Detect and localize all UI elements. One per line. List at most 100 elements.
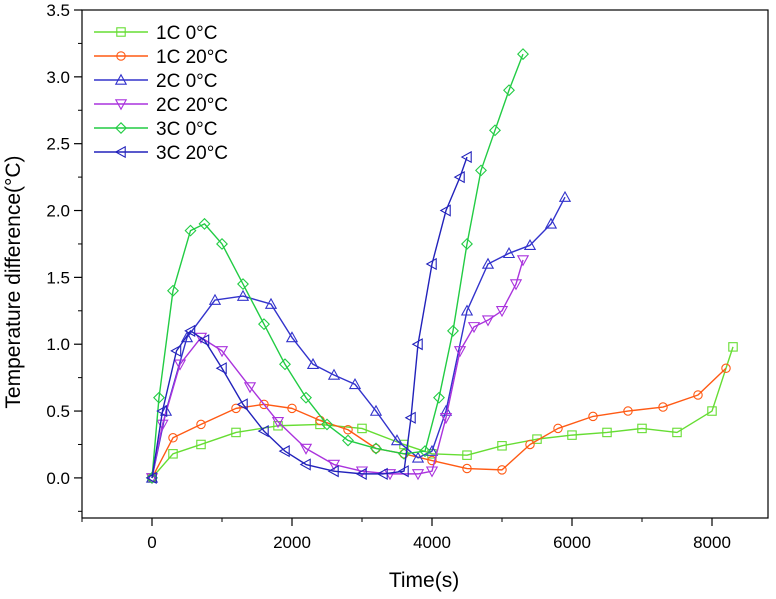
series-point <box>433 391 445 404</box>
series-point <box>707 406 717 416</box>
legend-entry: 2C 0°C <box>94 71 217 92</box>
legend-entry: 1C 0°C <box>94 23 217 44</box>
series-point <box>196 419 206 430</box>
series-point <box>411 469 425 481</box>
series-point <box>145 471 157 485</box>
y-tick-label: 2.0 <box>46 202 70 221</box>
series-point <box>236 398 248 411</box>
series-point <box>299 443 313 455</box>
series-point <box>481 315 495 327</box>
series-point <box>439 412 453 425</box>
y-tick-label: 0.5 <box>46 402 70 421</box>
legend-entry: 3C 20°C <box>94 143 228 164</box>
series-point <box>497 441 507 451</box>
series-line <box>151 259 524 479</box>
plot-area <box>145 48 738 485</box>
series-point <box>168 433 178 443</box>
series-point <box>348 377 362 390</box>
legend-label: 2C 0°C <box>156 71 217 92</box>
series-line <box>151 346 734 479</box>
y-tick-label: 1.0 <box>46 335 70 354</box>
series-1 <box>147 363 731 483</box>
series-point <box>327 459 341 471</box>
series-point <box>411 451 425 463</box>
series-point <box>532 434 542 444</box>
series-point <box>517 48 529 61</box>
series-point <box>369 404 383 416</box>
series-point <box>271 416 285 429</box>
series-point <box>497 465 507 475</box>
series-point <box>371 443 381 454</box>
series-point <box>425 466 439 478</box>
series-point <box>721 363 731 374</box>
series-point <box>462 450 472 460</box>
series-point <box>460 150 472 164</box>
series-point <box>502 246 516 259</box>
series-point <box>287 403 297 414</box>
series-point <box>215 346 229 358</box>
series-point <box>462 463 472 474</box>
x-axis-title: Time(s) <box>389 569 459 592</box>
legend-label: 3C 20°C <box>156 143 228 164</box>
series-point <box>259 399 269 410</box>
series-point <box>198 334 210 347</box>
series-point <box>114 145 126 159</box>
series-point <box>342 434 354 447</box>
legend-label: 2C 20°C <box>156 95 228 116</box>
y-tick-label: 3.5 <box>46 1 70 20</box>
series-point <box>525 439 535 450</box>
series-5 <box>145 150 472 485</box>
series-point <box>300 391 312 404</box>
legend-label: 3C 0°C <box>156 119 217 140</box>
x-tick-label: 0 <box>147 533 156 552</box>
series-point <box>503 84 515 97</box>
series-point <box>306 357 320 370</box>
series-point <box>693 390 703 400</box>
series-point <box>447 324 459 337</box>
legend-entry: 1C 20°C <box>94 47 228 68</box>
x-tick-label: 2000 <box>273 533 311 552</box>
series-point <box>489 124 501 137</box>
series-point <box>425 257 437 271</box>
series-point <box>173 359 187 371</box>
series-point <box>184 324 196 337</box>
series-point <box>357 423 367 434</box>
series-point <box>427 455 437 466</box>
series-point <box>264 297 278 309</box>
series-point <box>243 382 257 394</box>
series-point <box>376 467 388 481</box>
y-tick-label: 1.5 <box>46 268 70 287</box>
series-point <box>258 318 270 331</box>
series-point <box>481 257 495 269</box>
series-point <box>167 284 179 297</box>
series-point <box>257 424 269 438</box>
series-point <box>523 238 537 251</box>
series-point <box>509 279 523 291</box>
series-point <box>355 466 369 478</box>
series-point <box>419 445 431 458</box>
series-point <box>114 99 128 111</box>
series-point <box>278 445 290 458</box>
series-point <box>623 406 633 416</box>
legend-entry: 2C 20°C <box>94 95 228 116</box>
series-point <box>637 423 647 434</box>
series-point <box>553 423 563 434</box>
legend-label: 1C 0°C <box>156 23 217 44</box>
series-line <box>151 367 727 479</box>
series-point <box>115 122 127 134</box>
series-point <box>168 449 178 459</box>
series-point <box>299 458 311 471</box>
series-point <box>236 289 250 301</box>
series-point <box>180 331 194 343</box>
x-tick-label: 4000 <box>413 533 451 552</box>
axes: 0 2000 4000 6000 8000 0.0 0.5 1.0 1.5 2.0 2.5 3.0 3.… <box>46 1 769 552</box>
series-point <box>398 447 410 460</box>
series-point <box>355 467 367 481</box>
series-point <box>411 338 423 351</box>
series-point <box>184 224 197 237</box>
series-point <box>404 411 416 424</box>
legend-entry: 3C 0°C <box>94 119 217 140</box>
series-point <box>279 358 291 371</box>
series-point <box>196 439 206 450</box>
